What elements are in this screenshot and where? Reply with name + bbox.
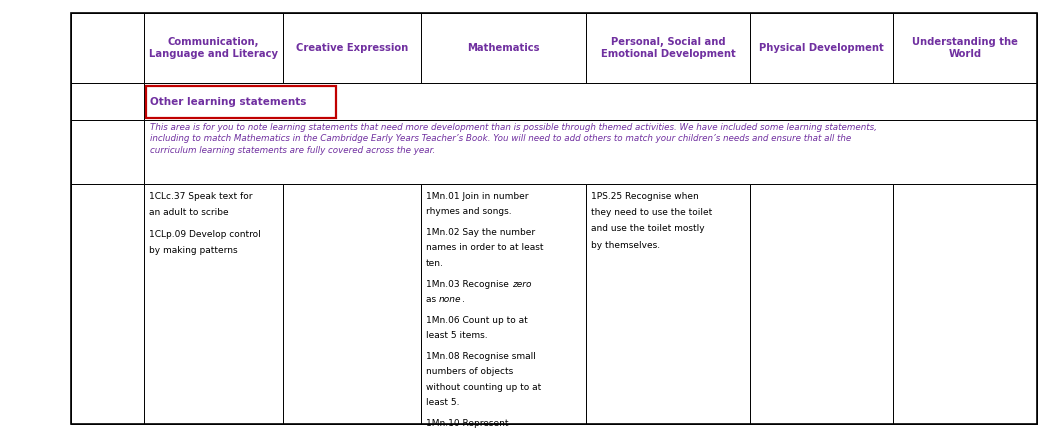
Bar: [146, 86, 336, 118]
Bar: [283, 13, 421, 83]
Bar: [893, 184, 1037, 424]
Text: Other learning statements: Other learning statements: [150, 97, 306, 107]
Text: 1Mn.06 Count up to at: 1Mn.06 Count up to at: [426, 316, 528, 325]
Bar: [586, 13, 750, 83]
Text: least 5.: least 5.: [426, 398, 460, 407]
Bar: [71, 13, 144, 83]
Text: without counting up to at: without counting up to at: [426, 383, 542, 392]
Text: 1CLc.37 Speak text for: 1CLc.37 Speak text for: [149, 192, 252, 201]
Text: as: as: [426, 295, 439, 304]
Text: they need to use the toilet: they need to use the toilet: [591, 208, 712, 217]
Bar: [421, 184, 586, 424]
Text: and use the toilet mostly: and use the toilet mostly: [591, 224, 704, 233]
Bar: [71, 184, 144, 424]
Bar: [144, 83, 1037, 120]
Bar: [750, 13, 893, 83]
Text: This area is for you to note learning statements that need more development than: This area is for you to note learning st…: [150, 123, 877, 155]
Bar: [750, 184, 893, 424]
Text: Creative Expression: Creative Expression: [296, 43, 408, 53]
Bar: [283, 184, 421, 424]
Text: an adult to scribe: an adult to scribe: [149, 208, 228, 217]
Bar: [893, 13, 1037, 83]
Text: rhymes and songs.: rhymes and songs.: [426, 207, 512, 216]
Text: Communication,
Language and Literacy: Communication, Language and Literacy: [149, 37, 278, 59]
Bar: [144, 120, 1037, 184]
Text: .: .: [462, 295, 465, 304]
Text: 1Mn.03 Recognise: 1Mn.03 Recognise: [426, 279, 512, 288]
Text: 1PS.25 Recognise when: 1PS.25 Recognise when: [591, 192, 698, 201]
Bar: [71, 83, 144, 120]
Text: 1Mn.10 Represent: 1Mn.10 Represent: [426, 419, 508, 428]
Bar: [144, 13, 283, 83]
Text: least 5 items.: least 5 items.: [426, 331, 488, 340]
Text: 1Mn.08 Recognise small: 1Mn.08 Recognise small: [426, 352, 536, 361]
Bar: [586, 184, 750, 424]
Text: Understanding the
World: Understanding the World: [912, 37, 1018, 59]
Text: names in order to at least: names in order to at least: [426, 244, 544, 253]
Text: Personal, Social and
Emotional Development: Personal, Social and Emotional Developme…: [600, 37, 736, 59]
Bar: [144, 184, 283, 424]
Bar: [71, 120, 144, 184]
Bar: [421, 13, 586, 83]
Text: none: none: [439, 295, 462, 304]
Text: by themselves.: by themselves.: [591, 241, 660, 250]
Text: 1Mn.02 Say the number: 1Mn.02 Say the number: [426, 228, 536, 237]
Text: ten.: ten.: [426, 259, 444, 268]
Text: 1Mn.01 Join in number: 1Mn.01 Join in number: [426, 192, 528, 201]
Text: numbers of objects: numbers of objects: [426, 367, 514, 376]
Text: Mathematics: Mathematics: [467, 43, 540, 53]
Text: by making patterns: by making patterns: [149, 246, 238, 255]
Text: Physical Development: Physical Development: [760, 43, 884, 53]
Text: 1CLp.09 Develop control: 1CLp.09 Develop control: [149, 230, 260, 239]
Text: zero: zero: [512, 279, 531, 288]
